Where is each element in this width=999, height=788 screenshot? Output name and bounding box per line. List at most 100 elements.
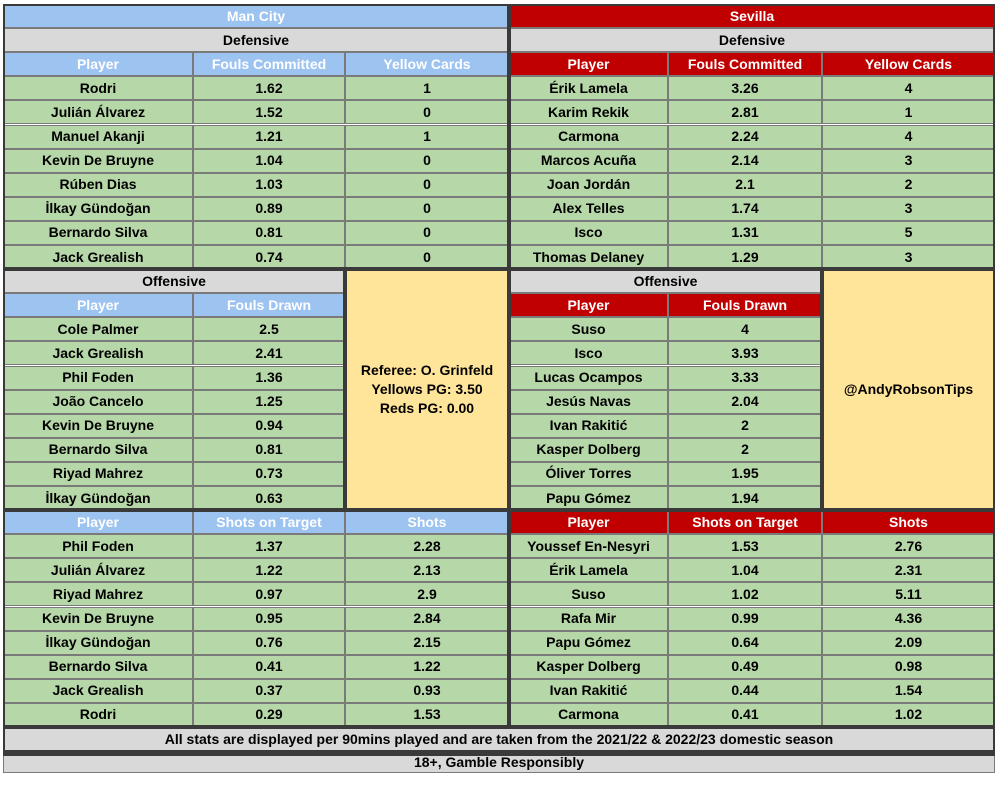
home-shots-header-0: Player — [3, 510, 193, 535]
away-offensive-cell: 3.93 — [668, 341, 822, 366]
away-shots-cell: 0.49 — [668, 654, 822, 679]
away-defensive-cell: 2.1 — [668, 172, 822, 197]
home-defensive-cell: 0 — [345, 172, 509, 197]
home-shots-cell: Phil Foden — [3, 534, 193, 559]
home-shots-cell: Julián Álvarez — [3, 558, 193, 583]
home-offensive-cell: Cole Palmer — [3, 317, 193, 342]
away-offensive-cell: 2.04 — [668, 389, 822, 414]
away-shots-cell: Ivan Rakitić — [509, 678, 668, 703]
home-defensive-cell: İlkay Gündoğan — [3, 196, 193, 221]
home-offensive-cell: João Cancelo — [3, 389, 193, 414]
away-defensive-cell: Joan Jordán — [509, 172, 668, 197]
referee-line3: Reds PG: 0.00 — [379, 400, 475, 417]
away-offensive-cell: Papu Gómez — [509, 486, 668, 511]
home-offensive-cell: 1.36 — [193, 365, 345, 390]
away-shots-cell: 4.36 — [822, 606, 995, 631]
away-offensive-cell: 3.33 — [668, 365, 822, 390]
home-offensive-cell: 0.63 — [193, 486, 345, 511]
home-defensive-cell: 0.89 — [193, 196, 345, 221]
away-shots-cell: 0.99 — [668, 606, 822, 631]
home-shots-cell: 2.84 — [345, 606, 509, 631]
home-shots-cell: 1.22 — [193, 558, 345, 583]
away-defensive-cell: Thomas Delaney — [509, 245, 668, 270]
home-shots-cell: 0.95 — [193, 606, 345, 631]
away-shots-cell: 0.64 — [668, 630, 822, 655]
home-defensive-cell: Kevin De Bruyne — [3, 148, 193, 173]
home-defensive-heading: Defensive — [3, 28, 509, 53]
away-offensive-cell: Lucas Ocampos — [509, 365, 668, 390]
away-shots-cell: Érik Lamela — [509, 558, 668, 583]
home-offensive-cell: 2.5 — [193, 317, 345, 342]
home-shots-cell: 0.37 — [193, 678, 345, 703]
home-offensive-cell: 0.81 — [193, 437, 345, 462]
away-offensive-cell: Óliver Torres — [509, 461, 668, 486]
home-offensive-cell: 2.41 — [193, 341, 345, 366]
away-shots-cell: Youssef En-Nesyri — [509, 534, 668, 559]
away-offensive-cell: Isco — [509, 341, 668, 366]
home-shots-cell: İlkay Gündoğan — [3, 630, 193, 655]
away-offensive-cell: 2 — [668, 437, 822, 462]
home-defensive-cell: 1 — [345, 76, 509, 101]
home-defensive-cell: Manuel Akanji — [3, 124, 193, 149]
home-defensive-cell: 1.62 — [193, 76, 345, 101]
away-shots-cell: 1.02 — [668, 582, 822, 607]
home-defensive-cell: Julián Álvarez — [3, 100, 193, 125]
away-shots-header-0: Player — [509, 510, 668, 535]
away-offensive-header-0: Player — [509, 293, 668, 318]
home-shots-cell: 0.41 — [193, 654, 345, 679]
away-shots-cell: Carmona — [509, 702, 668, 727]
away-defensive-cell: 1.31 — [668, 220, 822, 245]
home-defensive-header-2: Yellow Cards — [345, 52, 509, 77]
away-defensive-heading: Defensive — [509, 28, 995, 53]
away-shots-cell: 1.02 — [822, 702, 995, 727]
away-offensive-cell: 4 — [668, 317, 822, 342]
home-defensive-cell: 0.74 — [193, 245, 345, 270]
home-defensive-cell: 0.81 — [193, 220, 345, 245]
home-offensive-cell: Bernardo Silva — [3, 437, 193, 462]
away-defensive-cell: 2 — [822, 172, 995, 197]
home-defensive-header-0: Player — [3, 52, 193, 77]
away-defensive-cell: Alex Telles — [509, 196, 668, 221]
away-defensive-header-2: Yellow Cards — [822, 52, 995, 77]
home-shots-header-1: Shots on Target — [193, 510, 345, 535]
away-offensive-cell: Ivan Rakitić — [509, 413, 668, 438]
home-offensive-header-1: Fouls Drawn — [193, 293, 345, 318]
away-shots-header-1: Shots on Target — [668, 510, 822, 535]
referee-info-box: Referee: O. Grinfeld Yellows PG: 3.50 Reds… — [345, 269, 509, 511]
away-defensive-cell: 4 — [822, 124, 995, 149]
away-defensive-cell: 3.26 — [668, 76, 822, 101]
away-defensive-cell: 1.29 — [668, 245, 822, 270]
home-shots-header-2: Shots — [345, 510, 509, 535]
home-defensive-cell: 0 — [345, 148, 509, 173]
away-offensive-cell: 1.94 — [668, 486, 822, 511]
away-shots-cell: 2.76 — [822, 534, 995, 559]
away-defensive-cell: 5 — [822, 220, 995, 245]
home-offensive-cell: Jack Grealish — [3, 341, 193, 366]
away-shots-cell: Rafa Mir — [509, 606, 668, 631]
away-shots-cell: Suso — [509, 582, 668, 607]
home-defensive-cell: 1.21 — [193, 124, 345, 149]
home-shots-cell: Kevin De Bruyne — [3, 606, 193, 631]
home-offensive-cell: Phil Foden — [3, 365, 193, 390]
away-defensive-cell: Érik Lamela — [509, 76, 668, 101]
social-handle: @AndyRobsonTips — [822, 269, 995, 511]
home-shots-cell: 2.15 — [345, 630, 509, 655]
home-offensive-cell: Kevin De Bruyne — [3, 413, 193, 438]
referee-line2: Yellows PG: 3.50 — [371, 381, 483, 398]
home-defensive-cell: Jack Grealish — [3, 245, 193, 270]
home-defensive-cell: 0 — [345, 196, 509, 221]
home-shots-cell: Jack Grealish — [3, 678, 193, 703]
home-shots-cell: 2.28 — [345, 534, 509, 559]
home-shots-cell: 2.13 — [345, 558, 509, 583]
home-shots-cell: Riyad Mahrez — [3, 582, 193, 607]
away-defensive-cell: 2.14 — [668, 148, 822, 173]
away-defensive-cell: 1.74 — [668, 196, 822, 221]
home-defensive-header-1: Fouls Committed — [193, 52, 345, 77]
away-defensive-cell: 3 — [822, 148, 995, 173]
home-defensive-cell: Rúben Dias — [3, 172, 193, 197]
away-shots-cell: Kasper Dolberg — [509, 654, 668, 679]
away-defensive-cell: 2.24 — [668, 124, 822, 149]
home-shots-cell: 2.9 — [345, 582, 509, 607]
home-offensive-heading: Offensive — [3, 269, 345, 294]
away-offensive-cell: Kasper Dolberg — [509, 437, 668, 462]
